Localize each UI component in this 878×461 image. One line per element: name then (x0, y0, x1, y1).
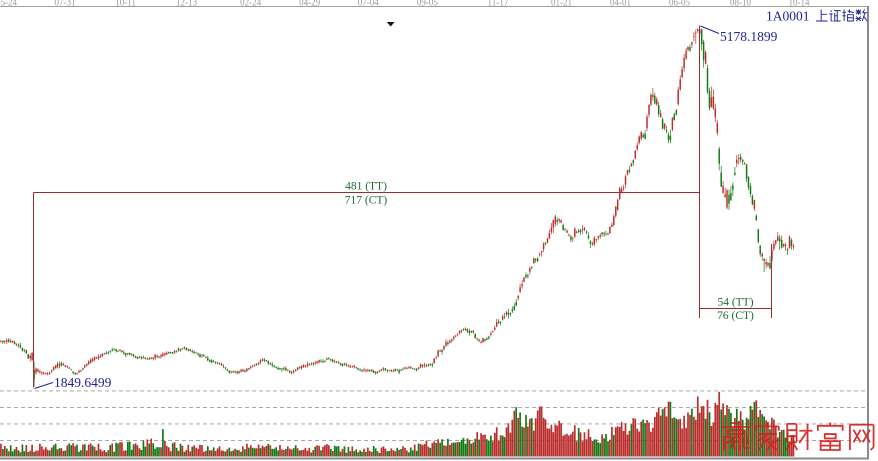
svg-text:76 (CT): 76 (CT) (717, 310, 754, 322)
svg-text:06-05: 06-05 (669, 0, 690, 9)
svg-text:05-24: 05-24 (0, 0, 17, 9)
svg-text:54 (TT): 54 (TT) (717, 297, 753, 309)
svg-text:11-17: 11-17 (488, 0, 509, 9)
svg-text:08-10: 08-10 (730, 0, 751, 9)
svg-text:04-29: 04-29 (299, 0, 320, 9)
svg-text:02-24: 02-24 (240, 0, 261, 9)
svg-text:07-31: 07-31 (55, 0, 76, 9)
svg-text:481 (TT): 481 (TT) (345, 181, 387, 193)
svg-text:09-05: 09-05 (417, 0, 438, 9)
svg-text:5178.1899: 5178.1899 (720, 29, 778, 44)
svg-text:04-01: 04-01 (610, 0, 631, 9)
svg-text:10-14: 10-14 (789, 0, 810, 9)
svg-text:1849.6499: 1849.6499 (54, 375, 112, 390)
svg-text:717 (CT): 717 (CT) (345, 195, 388, 207)
svg-text:1A0001: 1A0001 (766, 9, 810, 24)
svg-text:12-13: 12-13 (176, 0, 197, 9)
svg-text:01-21: 01-21 (551, 0, 572, 9)
svg-text:07-04: 07-04 (358, 0, 379, 9)
svg-text:10-11: 10-11 (115, 0, 136, 9)
